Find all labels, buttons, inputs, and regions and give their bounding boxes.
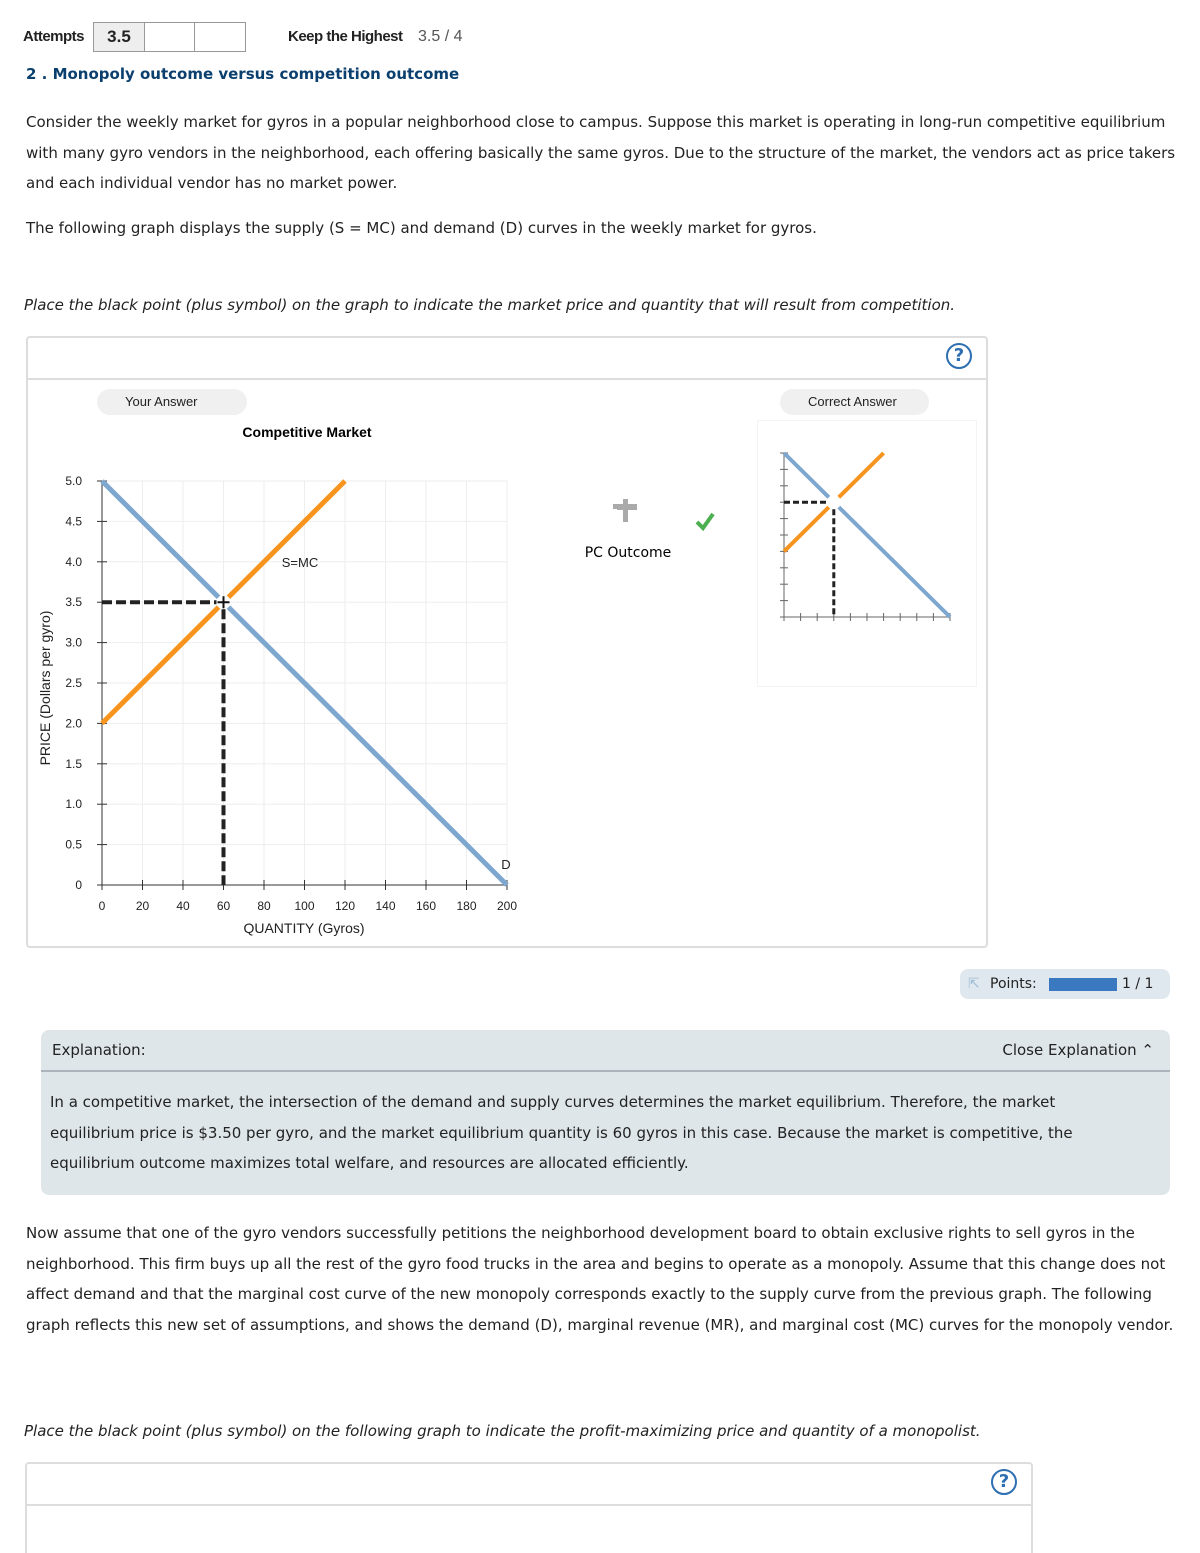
explanation-label: Explanation: (52, 1041, 146, 1059)
attempts-label: Attempts (23, 28, 85, 45)
correct-answer-panel (757, 420, 977, 687)
y-tick-label: 4.5 (65, 514, 82, 528)
points-value: 1 / 1 (1122, 976, 1154, 992)
graph-panel (26, 336, 988, 948)
chevron-up-icon: ⌃ (1141, 1041, 1154, 1059)
question-title: 2 . Monopoly outcome versus competition … (26, 65, 460, 83)
x-tick-label: 0 (99, 899, 106, 913)
x-tick-label: 60 (217, 899, 231, 913)
your-answer-tab[interactable]: Your Answer (97, 389, 247, 415)
monopoly-paragraph: Now assume that one of the gyro vendors … (26, 1224, 1174, 1334)
instruction-1: Place the black point (plus symbol) on t… (24, 296, 956, 314)
x-tick-label: 160 (416, 899, 436, 913)
x-tick-label: 100 (294, 899, 314, 913)
keep-highest-label: Keep the Highest (288, 28, 403, 45)
y-tick-label: 1.5 (65, 757, 82, 771)
close-explanation-button[interactable]: Close Explanation ⌃ (1002, 1041, 1154, 1059)
pc-outcome-point (217, 596, 230, 609)
instruction-2: Place the black point (plus symbol) on t… (24, 1422, 981, 1440)
curve-smc (100, 605, 221, 726)
x-tick-label: 180 (456, 899, 476, 913)
curve-d (226, 605, 509, 887)
y-tick-label: 0 (75, 878, 82, 892)
explanation-text: In a competitive market, the intersectio… (50, 1093, 1073, 1172)
x-tick-label: 20 (136, 899, 150, 913)
check-icon (695, 512, 715, 532)
y-axis-label: PRICE (Dollars per gyro) (37, 611, 53, 766)
curve-d (837, 505, 952, 619)
y-tick-label: 2.0 (65, 716, 82, 730)
y-tick-label: 3.5 (65, 595, 82, 609)
y-tick-label: 1.0 (65, 797, 82, 811)
score-text: 3.5 / 4 (418, 28, 463, 45)
y-tick-label: 0.5 (65, 838, 82, 852)
competitive-market-chart[interactable]: Competitive Market 0 20 40 60 80 100 120 140 160… (0, 0, 1200, 960)
curve-smc (837, 451, 886, 499)
x-tick-label: 120 (335, 899, 355, 913)
monopoly-graph-panel (25, 1462, 1033, 1553)
attempt-3 (194, 22, 246, 52)
y-tick-label: 4.0 (65, 555, 82, 569)
points-bar (1049, 978, 1117, 991)
supply-label: S=MC (282, 555, 318, 570)
curve-d (782, 451, 831, 499)
help-icon[interactable]: ? (946, 343, 972, 369)
y-tick-label: 2.5 (65, 676, 82, 690)
y-tick-label: 5.0 (65, 474, 82, 488)
explanation-panel: Explanation: Close Explanation ⌃ In a co… (41, 1030, 1170, 1195)
points-label: Points: (990, 976, 1037, 992)
correct-answer-tab[interactable]: Correct Answer (780, 389, 929, 415)
x-tick-label: 80 (257, 899, 271, 913)
correct-answer-thumbnail (780, 451, 952, 621)
intro-paragraph: Consider the weekly market for gyros in … (26, 113, 1176, 192)
x-tick-label: 140 (375, 899, 395, 913)
arrow-icon: ⇱ (968, 976, 980, 992)
curve-smc (782, 505, 831, 553)
pc-outcome-label: PC Outcome (585, 545, 672, 561)
pc-outcome-palette-icon[interactable] (613, 499, 637, 522)
graph-description: The following graph displays the supply … (26, 219, 817, 237)
x-tick-label: 200 (497, 899, 517, 913)
x-tick-label: 40 (176, 899, 190, 913)
help-icon-2[interactable]: ? (991, 1469, 1017, 1495)
curve-d (100, 479, 221, 600)
points-badge: ⇱ Points: 1 / 1 (960, 969, 1170, 999)
y-tick-label: 3.0 (65, 636, 82, 650)
chart-title: Competitive Market (242, 424, 371, 440)
demand-label: D (501, 857, 510, 872)
x-axis-label: QUANTITY (Gyros) (243, 920, 364, 936)
curve-smc (226, 479, 347, 600)
close-explanation-label: Close Explanation (1002, 1041, 1137, 1059)
